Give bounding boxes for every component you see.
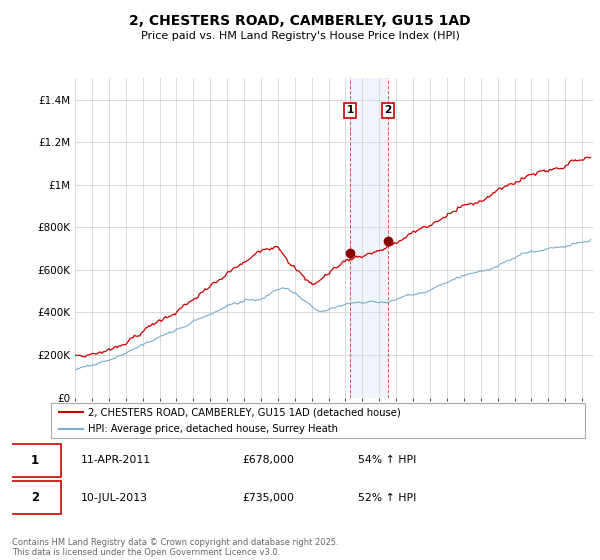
Text: 2, CHESTERS ROAD, CAMBERLEY, GU15 1AD (detached house): 2, CHESTERS ROAD, CAMBERLEY, GU15 1AD (d… — [89, 407, 401, 417]
Text: 2: 2 — [385, 105, 392, 115]
FancyBboxPatch shape — [9, 482, 61, 514]
Text: 1: 1 — [346, 105, 353, 115]
Text: 54% ↑ HPI: 54% ↑ HPI — [358, 455, 416, 465]
Text: 10-JUL-2013: 10-JUL-2013 — [81, 493, 148, 503]
Bar — [350, 78, 388, 398]
Text: £735,000: £735,000 — [242, 493, 295, 503]
Text: 1: 1 — [31, 454, 39, 467]
FancyBboxPatch shape — [50, 403, 586, 438]
Text: HPI: Average price, detached house, Surrey Heath: HPI: Average price, detached house, Surr… — [89, 424, 338, 434]
Text: 2, CHESTERS ROAD, CAMBERLEY, GU15 1AD: 2, CHESTERS ROAD, CAMBERLEY, GU15 1AD — [129, 14, 471, 28]
Text: 2: 2 — [31, 491, 39, 504]
Text: 11-APR-2011: 11-APR-2011 — [81, 455, 151, 465]
Text: 52% ↑ HPI: 52% ↑ HPI — [358, 493, 416, 503]
Text: £678,000: £678,000 — [242, 455, 295, 465]
Text: Contains HM Land Registry data © Crown copyright and database right 2025.
This d: Contains HM Land Registry data © Crown c… — [12, 538, 338, 557]
FancyBboxPatch shape — [9, 444, 61, 477]
Text: Price paid vs. HM Land Registry's House Price Index (HPI): Price paid vs. HM Land Registry's House … — [140, 31, 460, 41]
